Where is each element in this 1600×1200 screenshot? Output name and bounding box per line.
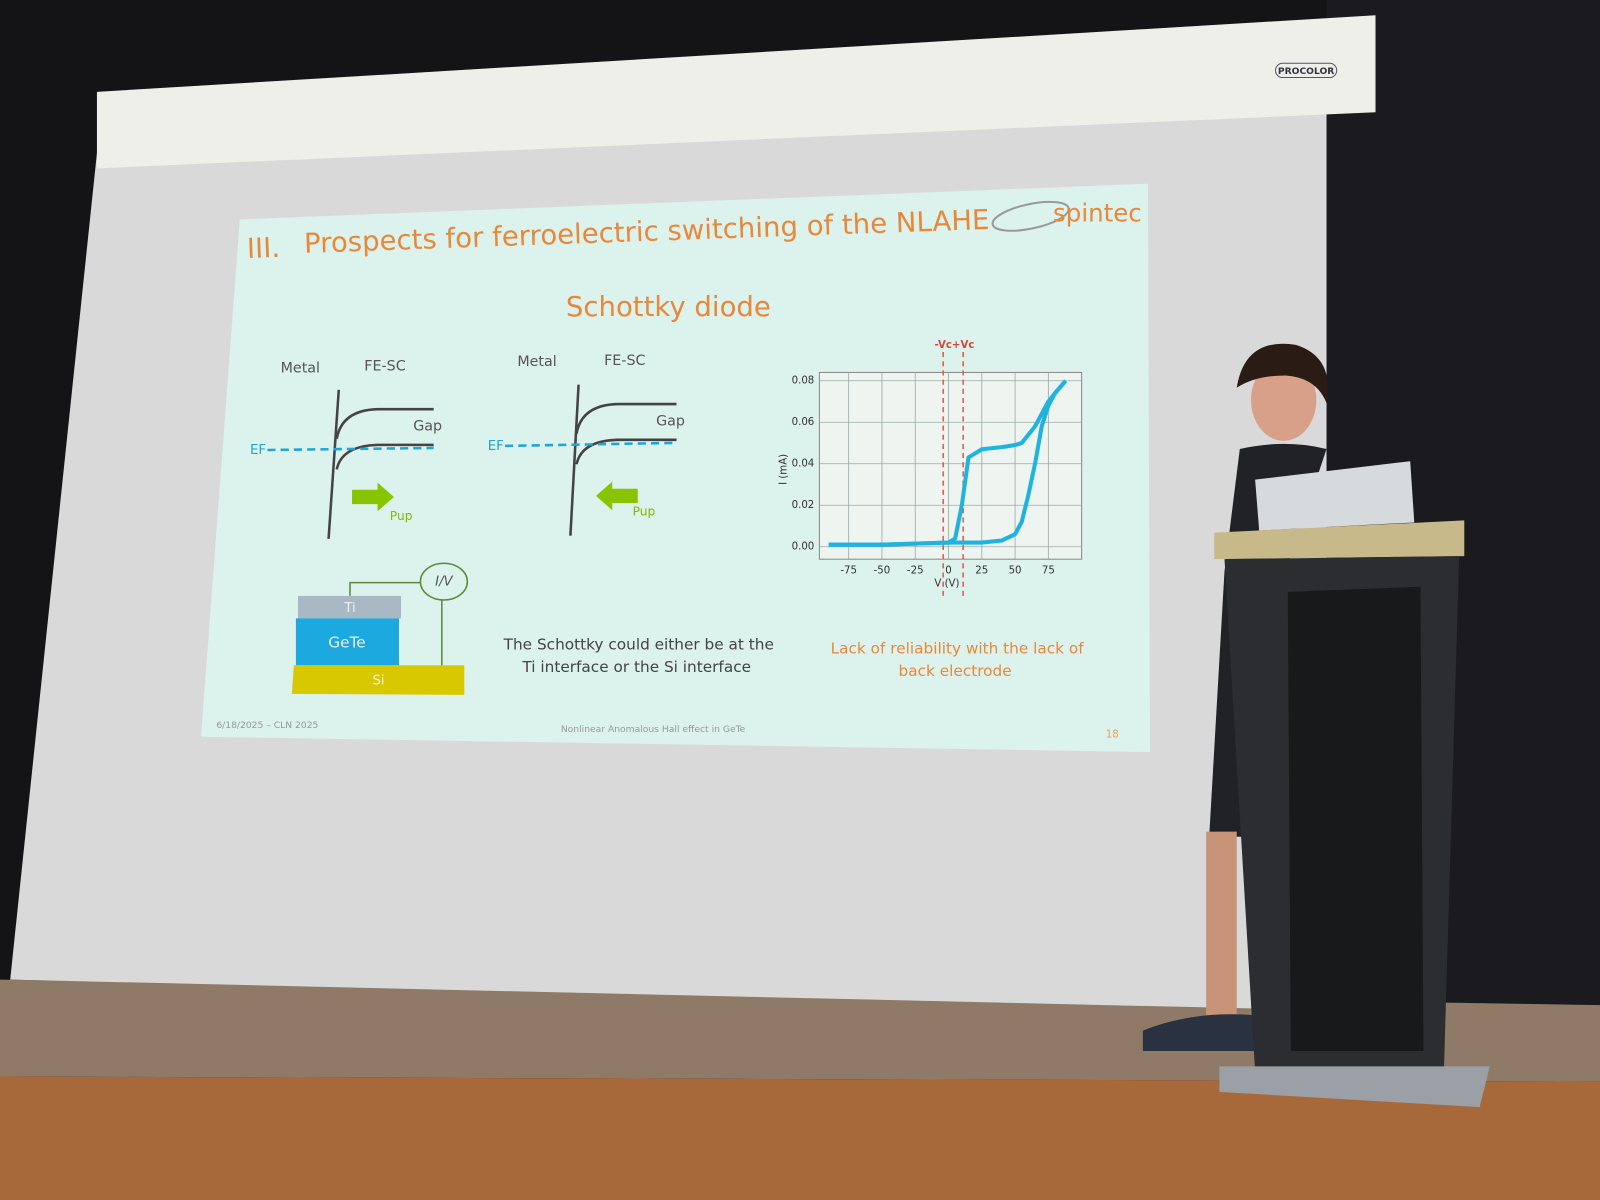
metal-label: Metal bbox=[281, 360, 320, 376]
caption: Ti interface or the Si interface bbox=[521, 658, 751, 676]
x-tick-label: 0 bbox=[945, 565, 951, 576]
page-number: 18 bbox=[1106, 730, 1119, 741]
chart: -75 -50 -25 0 25 50 75 0.00 0.02 0.04 0.06 0.08 -Vc +… bbox=[792, 340, 1082, 600]
brand-badge bbox=[1275, 62, 1338, 79]
caption: Lack of reliability with the lack of bbox=[831, 639, 1085, 657]
slide bbox=[201, 183, 1151, 753]
data-line bbox=[828, 379, 1068, 547]
caption: back electrode bbox=[899, 662, 1012, 680]
y-tick-label: 0.04 bbox=[792, 459, 815, 470]
lectern-top bbox=[1214, 520, 1465, 560]
x-tick-label: -25 bbox=[907, 565, 924, 576]
stage-front bbox=[0, 1076, 1600, 1200]
footer-topic: Nonlinear Anomalous Hall effect in GeTe bbox=[561, 724, 746, 735]
polarization-label: Pup bbox=[390, 509, 413, 523]
device-stack: I/V Ti GeTe Si bbox=[291, 562, 469, 695]
fermi-label: EF bbox=[488, 439, 504, 454]
marker-label: -Vc bbox=[934, 340, 951, 351]
x-tick-label: 75 bbox=[1042, 565, 1055, 576]
meter-label: I/V bbox=[435, 575, 453, 590]
polarization-label: Pup bbox=[633, 505, 656, 519]
logo: spintec bbox=[1053, 198, 1142, 227]
gap-label: Gap bbox=[656, 413, 685, 429]
metal-label: Metal bbox=[517, 354, 556, 370]
marker-label: +Vc bbox=[952, 340, 974, 351]
subtitle: Schottky diode bbox=[566, 291, 771, 323]
semiconductor-label: FE-SC bbox=[364, 358, 405, 374]
band-diagram: Metal FE-SC Gap EF Pup bbox=[250, 358, 442, 539]
x-tick-label: -50 bbox=[874, 565, 891, 576]
brand: PROCOLOR bbox=[1278, 66, 1335, 77]
caption: The Schottky could either be at the bbox=[503, 635, 774, 653]
logo-mark bbox=[991, 200, 1070, 232]
semiconductor-label: FE-SC bbox=[604, 353, 645, 369]
section-number: III. bbox=[246, 232, 280, 265]
lectern-panel bbox=[1287, 586, 1424, 1052]
y-tick-label: 0.08 bbox=[792, 376, 815, 387]
fermi-label: EF bbox=[250, 443, 266, 458]
plot-area bbox=[818, 371, 1083, 560]
footer-date: 6/18/2025 – CLN 2025 bbox=[216, 720, 318, 731]
y-tick-label: 0.02 bbox=[792, 500, 815, 511]
y-tick-label: 0.06 bbox=[792, 417, 815, 428]
x-tick-label: 50 bbox=[1009, 565, 1022, 576]
y-tick-label: 0.00 bbox=[792, 542, 815, 553]
x-tick-label: 25 bbox=[975, 565, 988, 576]
projector-housing bbox=[96, 15, 1376, 169]
band-diagram: Metal FE-SC Gap EF Pup bbox=[488, 353, 685, 536]
gap-label: Gap bbox=[413, 419, 442, 435]
layer-label: Ti bbox=[343, 601, 355, 616]
laptop bbox=[1255, 461, 1415, 531]
x-axis-label: V (V) bbox=[934, 579, 959, 590]
layer-label: Si bbox=[373, 674, 385, 689]
layer-label: GeTe bbox=[328, 633, 365, 651]
y-axis-label: I (mA) bbox=[779, 454, 790, 485]
x-tick-label: -75 bbox=[840, 565, 857, 576]
lectern-base bbox=[1219, 1066, 1490, 1108]
